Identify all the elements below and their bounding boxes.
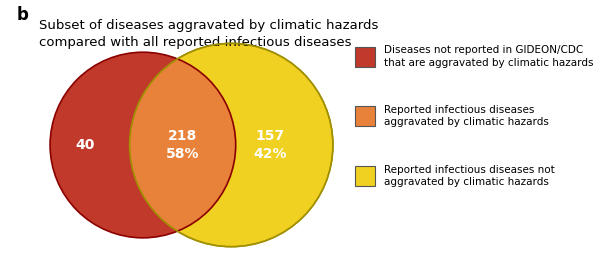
FancyBboxPatch shape (355, 106, 375, 126)
Text: Subset of diseases aggravated by climatic hazards
compared with all reported inf: Subset of diseases aggravated by climati… (39, 19, 379, 49)
FancyBboxPatch shape (355, 47, 375, 67)
Circle shape (50, 52, 236, 238)
Text: 218
58%: 218 58% (166, 129, 199, 161)
Text: b: b (17, 6, 29, 24)
Text: 157
42%: 157 42% (253, 129, 287, 161)
Text: Reported infectious diseases not
aggravated by climatic hazards: Reported infectious diseases not aggrava… (384, 165, 554, 187)
FancyBboxPatch shape (355, 166, 375, 186)
Circle shape (130, 43, 333, 247)
Circle shape (50, 52, 236, 238)
Text: 40: 40 (76, 138, 95, 152)
Text: Reported infectious diseases
aggravated by climatic hazards: Reported infectious diseases aggravated … (384, 105, 548, 128)
Text: Diseases not reported in GIDEON/CDC
that are aggravated by climatic hazards: Diseases not reported in GIDEON/CDC that… (384, 45, 593, 68)
